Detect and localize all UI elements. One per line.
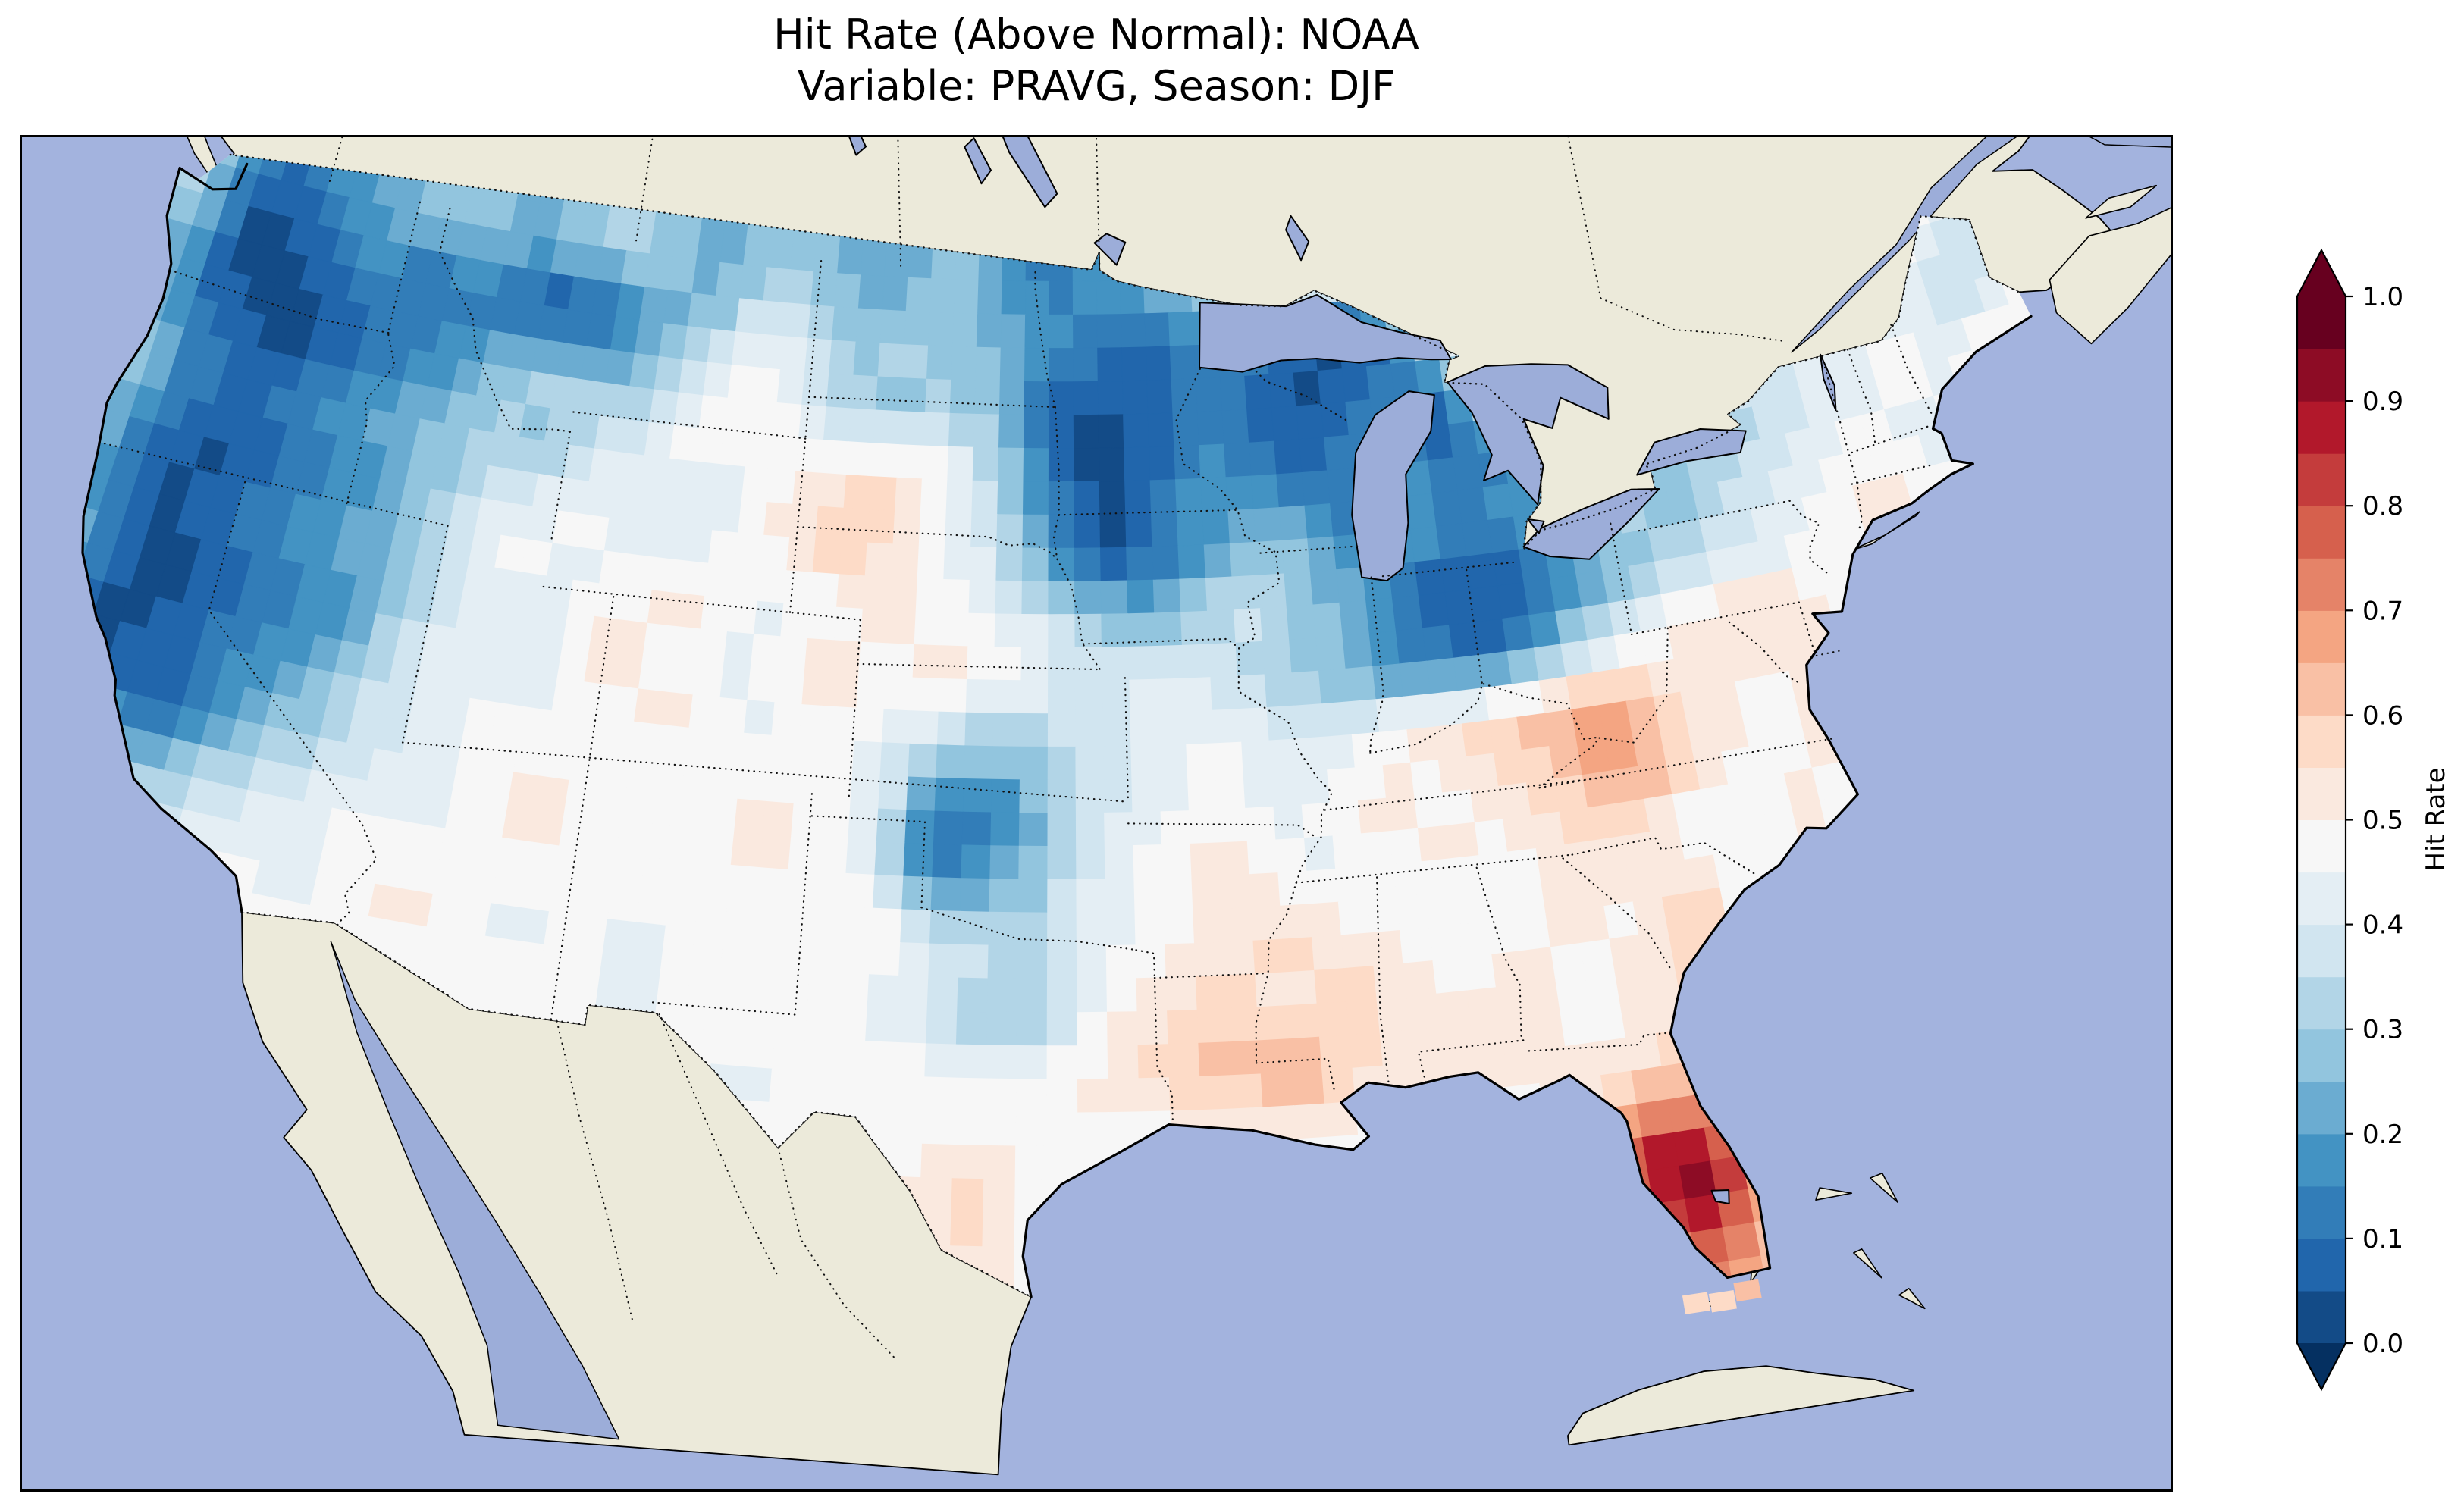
colorbar-label: Hit Rate — [2421, 767, 2451, 872]
colorbar-extend-over — [2297, 250, 2346, 296]
colorbar-band — [2297, 1185, 2346, 1239]
colorbar-band — [2297, 401, 2346, 454]
colorbar-band — [2297, 924, 2346, 978]
borders-layer — [98, 137, 2020, 1358]
colorbar-band — [2297, 976, 2346, 1030]
extra-cells-layer — [1682, 1279, 1762, 1314]
colorbar-band — [2297, 715, 2346, 768]
colorbar-tick-label: 0.7 — [2362, 596, 2403, 626]
plot-title-block: Hit Rate (Above Normal): NOAA Variable: … — [338, 9, 1854, 112]
colorbar-tick-label: 0.9 — [2362, 387, 2403, 417]
colorbar-tick-label: 1.0 — [2362, 282, 2403, 312]
colorbar-band — [2297, 1081, 2346, 1135]
colorbar-band — [2297, 296, 2346, 349]
colorbar-tick-label: 0.0 — [2362, 1329, 2403, 1359]
lakes-layer — [848, 137, 1837, 1204]
colorbar-band — [2297, 453, 2346, 506]
colorbar-band — [2297, 610, 2346, 663]
plot-subtitle: Variable: PRAVG, Season: DJF — [797, 62, 1396, 111]
colorbar-band — [2297, 662, 2346, 716]
colorbar-band — [2297, 1291, 2346, 1344]
colorbar-tick-label: 0.8 — [2362, 491, 2403, 521]
colorbar-tick-label: 0.4 — [2362, 910, 2403, 941]
colorbar-tick-label: 0.5 — [2362, 806, 2403, 836]
colorbar-extend-under — [2297, 1343, 2346, 1389]
coastline-layer — [81, 162, 2033, 1298]
map-canvas — [22, 137, 2171, 1489]
colorbar-tick-label: 0.2 — [2362, 1120, 2403, 1150]
colorbar-band — [2297, 1029, 2346, 1082]
colorbar-band — [2297, 1238, 2346, 1292]
map-plot — [20, 135, 2173, 1492]
colorbar-band — [2297, 767, 2346, 820]
colorbar-band — [2297, 558, 2346, 611]
colorbar-band — [2297, 349, 2346, 402]
colorbar-band — [2297, 872, 2346, 926]
colorbar-tick-label: 0.6 — [2362, 700, 2403, 731]
water-overlay-layer — [330, 137, 2171, 1440]
colorbar-band — [2297, 1133, 2346, 1187]
colorbar-tick-label: 0.1 — [2362, 1224, 2403, 1254]
colorbar: 0.0 0.1 0.2 0.3 0.4 0.5 0.6 0.7 0.8 0.9 1.0 — [2296, 248, 2403, 1392]
colorbar-tick-label: 0.3 — [2362, 1015, 2403, 1045]
colorbar-band — [2297, 819, 2346, 873]
plot-title: Hit Rate (Above Normal): NOAA — [773, 11, 1419, 58]
colorbar-band — [2297, 506, 2346, 559]
